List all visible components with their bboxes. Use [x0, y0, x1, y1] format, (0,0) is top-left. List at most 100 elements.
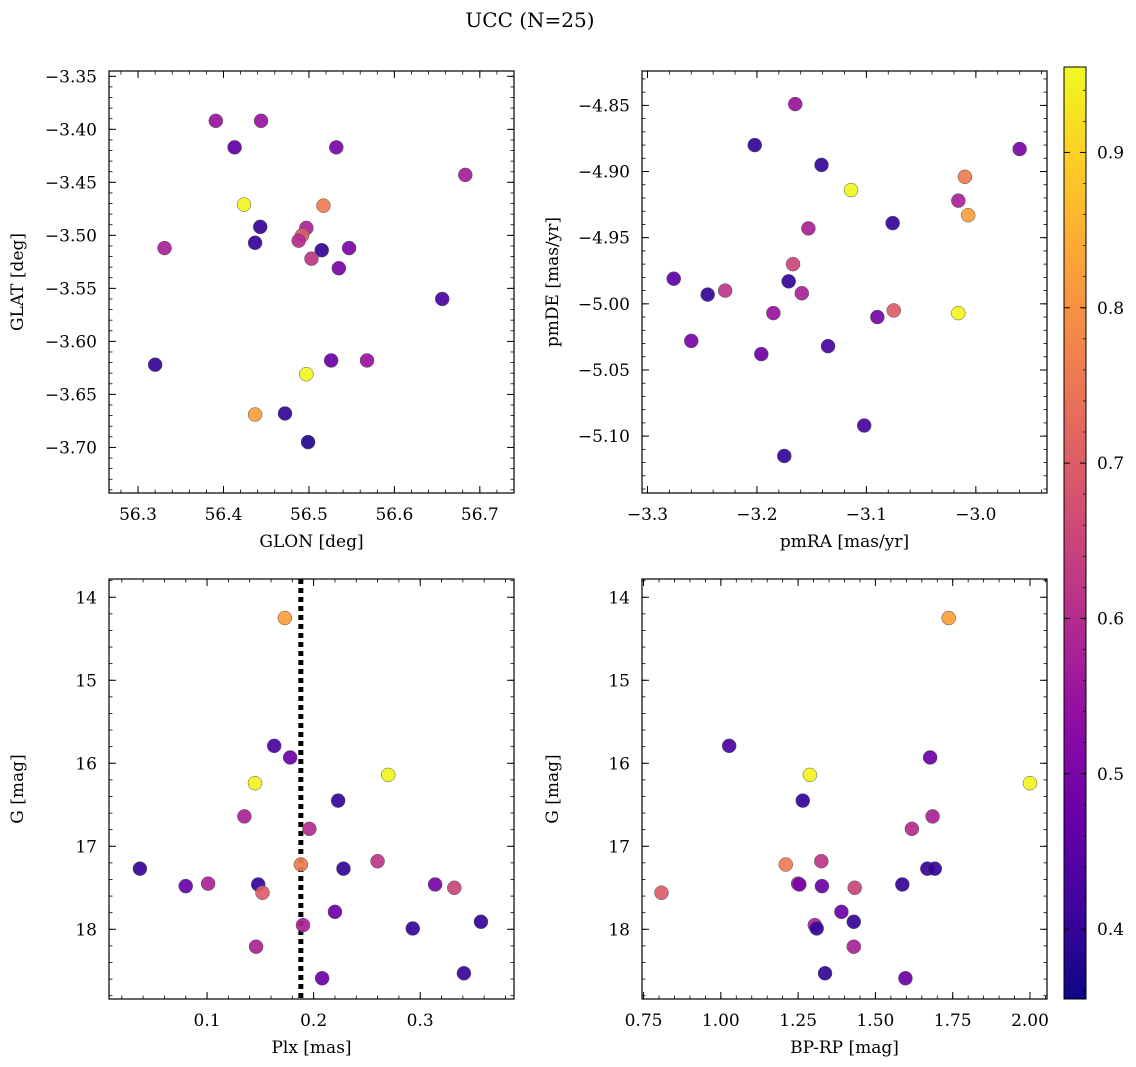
data-point	[253, 113, 269, 129]
x-tick-label: 0.1	[194, 1011, 221, 1031]
y-tick-label: −3.50	[45, 226, 97, 246]
x-tick-label: 1.75	[934, 1011, 972, 1031]
y-tick-label: −3.70	[45, 438, 97, 458]
data-point	[717, 283, 733, 298]
data-point	[904, 821, 920, 837]
data-point	[951, 305, 966, 321]
panel-4: 0.75 1.00 1.25 1.50 1.75 2.00 14 15 16 17 18 BP-RP …	[543, 578, 1049, 1058]
y-tick-label: 18	[75, 920, 97, 940]
data-point	[266, 738, 282, 754]
data-point	[370, 853, 385, 869]
y-tick-label: −5.00	[578, 295, 630, 315]
y-axis-label: GLAT [deg]	[8, 233, 28, 331]
panels: 56.3 56.4 56.5 56.6 56.7 −3.35 −3.40 −3.45 −3.50…	[8, 67, 1049, 1058]
y-tick-label: −4.90	[578, 163, 630, 183]
y-tick-label: −3.35	[45, 67, 97, 87]
data-point	[795, 793, 811, 808]
data-point	[330, 793, 346, 808]
x-tick-label: 1.00	[702, 1011, 740, 1031]
colorbar-tick-label: 0.9	[1097, 143, 1124, 163]
x-tick-label: 0.3	[407, 1011, 434, 1031]
colorbar: 0.4 0.5 0.6 0.7 0.8 0.9	[1063, 66, 1124, 1000]
axes-frame	[641, 578, 1048, 1000]
axes-frame	[108, 578, 515, 1000]
data-point	[654, 885, 669, 901]
data-point	[247, 407, 263, 422]
y-axis-label: pmDE [mas/yr]	[543, 217, 563, 347]
data-point	[434, 291, 450, 307]
data-point	[299, 366, 314, 382]
data-point	[331, 260, 347, 276]
y-tick-label: 16	[75, 754, 97, 774]
y-tick-label: 16	[608, 754, 630, 774]
colorbar-tick-label: 0.5	[1097, 765, 1124, 785]
x-tick-label: 56.6	[375, 505, 413, 525]
data-point	[252, 219, 268, 235]
colorbar-tick-label: 0.7	[1097, 454, 1124, 474]
x-axis-label: GLON [deg]	[259, 532, 363, 552]
data-point	[843, 182, 859, 198]
data-point	[247, 775, 263, 791]
data-point	[300, 434, 316, 450]
data-point	[814, 878, 830, 894]
data-point	[304, 251, 319, 266]
y-tick-label: 15	[75, 671, 97, 691]
x-tick-label: −3.0	[955, 505, 996, 525]
data-point	[405, 921, 420, 936]
data-point	[960, 207, 976, 223]
data-point	[777, 448, 792, 464]
data-point	[336, 861, 351, 876]
x-tick-label: 56.4	[205, 505, 243, 525]
x-tick-label: 0.75	[625, 1011, 663, 1031]
data-point	[295, 917, 311, 933]
x-axis-label: pmRA [mas/yr]	[780, 532, 909, 552]
data-point	[302, 821, 317, 837]
data-point	[1012, 141, 1027, 157]
data-point	[781, 274, 796, 289]
data-point	[329, 140, 344, 155]
data-point	[236, 197, 252, 212]
data-point	[323, 353, 339, 368]
y-tick-label: 17	[75, 837, 97, 857]
x-tick-label: 56.7	[461, 505, 499, 525]
y-tick-label: −3.60	[45, 332, 97, 352]
data-point	[255, 885, 270, 901]
y-tick-label: −5.10	[578, 427, 630, 447]
x-tick-label: 0.2	[300, 1011, 327, 1031]
data-point	[132, 861, 148, 876]
x-tick-label: 2.00	[1011, 1011, 1049, 1031]
y-tick-label: 14	[75, 588, 97, 608]
data-point	[473, 914, 489, 930]
x-tick-label: −3.2	[736, 505, 777, 525]
y-tick-label: 18	[608, 920, 630, 940]
data-point	[925, 809, 940, 824]
y-axis-label: G [mag]	[543, 754, 563, 823]
data-point	[766, 305, 781, 321]
data-point	[291, 233, 306, 248]
data-point	[227, 140, 242, 155]
data-point	[314, 242, 330, 258]
data-point	[754, 346, 769, 362]
data-point	[846, 914, 862, 930]
data-point	[721, 738, 737, 754]
data-point	[277, 406, 293, 421]
data-point	[792, 877, 807, 892]
colorbar-tick-label: 0.4	[1097, 920, 1124, 940]
y-tick-label: 15	[608, 671, 630, 691]
data-point	[327, 904, 343, 920]
y-axis-label: G [mag]	[8, 754, 28, 823]
panel-3: 0.1 0.2 0.3 14 15 16 17 18 Plx [mas] G [mag]	[8, 578, 515, 1058]
data-point	[447, 880, 462, 896]
data-point	[456, 966, 472, 981]
x-axis-label: Plx [mas]	[271, 1038, 351, 1058]
data-point	[957, 169, 973, 185]
data-point	[293, 857, 309, 872]
y-tick-label: 17	[608, 837, 630, 857]
y-tick-label: −4.85	[578, 96, 630, 116]
data-point	[787, 96, 803, 112]
y-tick-label: −3.45	[45, 173, 97, 193]
data-point	[814, 157, 829, 173]
data-point	[809, 921, 824, 936]
y-tick-label: −3.65	[45, 385, 97, 405]
